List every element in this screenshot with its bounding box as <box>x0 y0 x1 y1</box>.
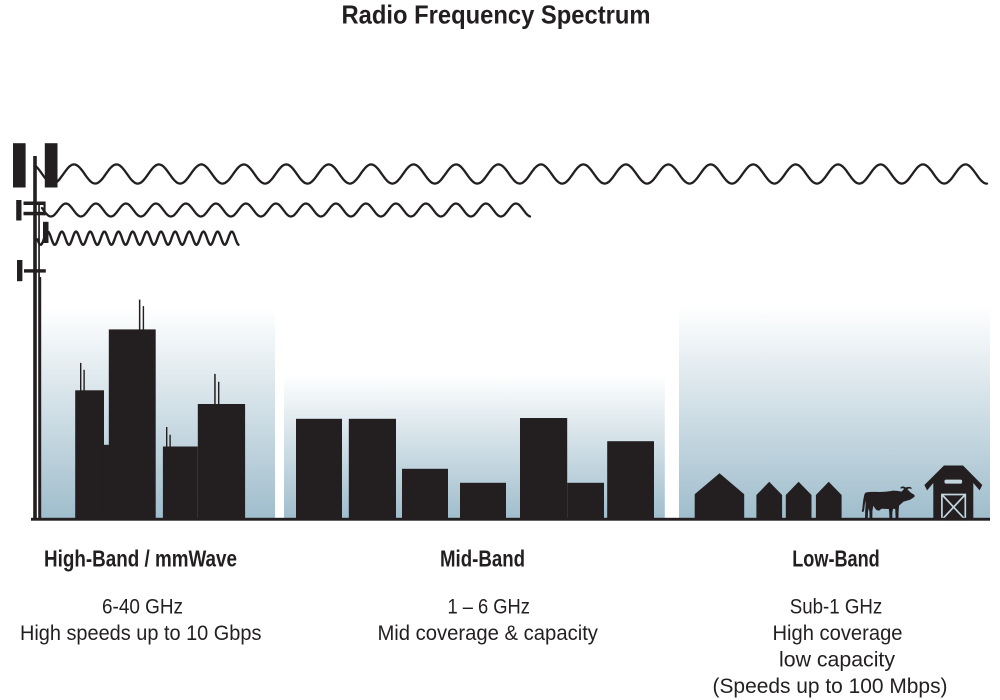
svg-text:High speeds up to 10 Gbps: High speeds up to 10 Gbps <box>20 622 262 645</box>
svg-text:Mid coverage & capacity: Mid coverage & capacity <box>377 622 598 645</box>
svg-text:6-40 GHz: 6-40 GHz <box>102 596 183 619</box>
svg-text:High-Band / mmWave: High-Band / mmWave <box>44 546 237 572</box>
svg-text:Sub-1 GHz: Sub-1 GHz <box>790 596 883 619</box>
svg-text:Mid-Band: Mid-Band <box>440 546 525 572</box>
svg-text:Radio Frequency Spectrum: Radio Frequency Spectrum <box>342 0 651 30</box>
svg-text:1 – 6 GHz: 1 – 6 GHz <box>447 596 530 619</box>
svg-text:Low-Band: Low-Band <box>792 546 880 572</box>
svg-text:low capacity: low capacity <box>779 649 895 672</box>
svg-text:(Speeds up to 100 Mbps): (Speeds up to 100 Mbps) <box>713 675 948 698</box>
svg-text:High coverage: High coverage <box>773 622 903 645</box>
